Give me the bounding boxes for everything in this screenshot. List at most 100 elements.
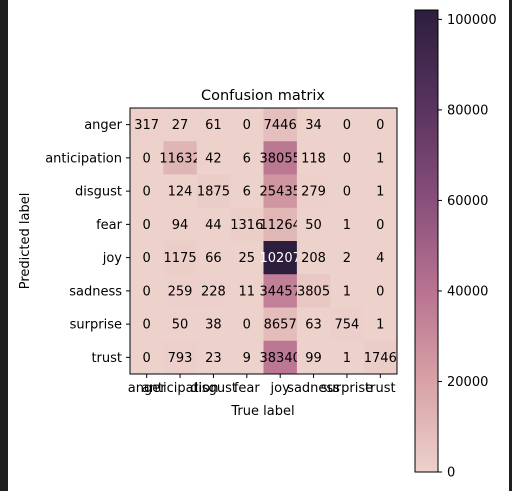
cell-value-label: 3805: [297, 284, 330, 299]
cell-value-label: 1316: [230, 218, 263, 233]
heatmap-cell: [130, 274, 164, 308]
heatmap-cell: [263, 241, 298, 275]
colorbar-tick-label: 80000: [447, 103, 488, 118]
heatmap-cell: [263, 141, 298, 175]
cell-value-label: 38340: [260, 351, 301, 366]
heatmap-cell: [296, 174, 331, 209]
x-tick-label: surprise: [321, 381, 373, 396]
heatmap-cell: [130, 108, 164, 142]
x-tick-label: anger: [128, 381, 166, 396]
cell-value-label: 0: [143, 151, 151, 166]
heatmap-cell: [363, 141, 398, 175]
heatmap-cell: [230, 340, 264, 375]
y-tick-label: fear: [96, 218, 123, 233]
y-tick-label: disgust: [75, 185, 122, 200]
cell-value-label: 99: [305, 351, 322, 366]
cell-value-label: 1: [343, 284, 351, 299]
colorbar-tick-label: 0: [447, 466, 455, 481]
cell-value-label: 1: [376, 185, 384, 200]
heatmap-cell: [296, 307, 331, 342]
cell-value-label: 1: [343, 218, 351, 233]
heatmap-cell: [363, 241, 398, 275]
heatmap-cell: [163, 307, 198, 342]
cell-value-label: 44: [205, 218, 222, 233]
cell-value-label: 208: [301, 251, 326, 266]
colorbar-tick-label: 20000: [447, 375, 488, 390]
cell-value-label: 0: [243, 318, 251, 333]
x-tick-label: trust: [365, 381, 396, 396]
y-tick-label: anger: [84, 118, 122, 133]
heatmap-cell: [163, 141, 198, 175]
x-tick-label: sadness: [287, 381, 340, 396]
heatmap-cell: [196, 207, 231, 242]
heatmap-cell: [363, 307, 398, 342]
y-tick-label: surprise: [70, 318, 122, 333]
y-tick-label: joy: [102, 251, 123, 266]
cell-value-label: 38: [205, 318, 222, 333]
cell-value-label: 50: [172, 318, 189, 333]
cell-value-label: 0: [143, 284, 151, 299]
heatmap-cell: [230, 207, 264, 242]
heatmap-cell: [163, 108, 198, 142]
cell-value-label: 1: [343, 351, 351, 366]
cell-value-label: 0: [243, 118, 251, 133]
cell-value-label: 228: [201, 284, 226, 299]
cell-value-label: 11: [239, 284, 256, 299]
heatmap-cell: [130, 141, 164, 175]
y-tick-label: trust: [91, 351, 122, 366]
colorbar-ticks: 0 20000 40000 60000 80000 100000: [438, 13, 497, 481]
window-frame-left: [0, 0, 8, 491]
cell-value-label: 1175: [164, 251, 197, 266]
heatmap-cells: 317 27 61 0 7446 34 0 00 11632 42 6 38055 118 0 10 124 1…: [130, 108, 398, 375]
heatmap-cell: [296, 108, 331, 142]
heatmap-cell: [230, 307, 264, 342]
heatmap-cell: [330, 340, 365, 375]
cell-value-label: 6: [243, 185, 251, 200]
cell-value-label: 279: [301, 185, 326, 200]
cell-value-label: 66: [205, 251, 222, 266]
heatmap-cell: [330, 174, 365, 209]
heatmap-cell: [230, 274, 264, 308]
x-axis-label: True label: [230, 404, 294, 419]
cell-value-label: 0: [343, 151, 351, 166]
heatmap-cell: [163, 274, 198, 308]
cell-value-label: 6: [243, 151, 251, 166]
heatmap-cell: [130, 207, 164, 242]
heatmap-cell: [363, 340, 398, 375]
cell-value-label: 0: [143, 351, 151, 366]
colorbar-tick-label: 40000: [447, 284, 488, 299]
heatmap-cell: [296, 207, 331, 242]
heatmap-cell: [263, 108, 298, 142]
heatmap-cell: [196, 307, 231, 342]
y-tick-label: sadness: [69, 284, 122, 299]
cell-value-label: 793: [168, 351, 193, 366]
cell-value-label: 0: [376, 118, 384, 133]
cell-value-label: 38055: [260, 151, 301, 166]
cell-value-label: 7446: [264, 118, 297, 133]
cell-value-label: 10207: [260, 251, 301, 266]
heatmap-cell: [230, 141, 264, 175]
cell-value-label: 34457: [260, 284, 301, 299]
heatmap-cell: [263, 174, 298, 209]
heatmap-cell: [130, 241, 164, 275]
x-tick-label: joy: [270, 381, 291, 396]
x-tick-label: fear: [234, 381, 261, 396]
heatmap-cell: [363, 207, 398, 242]
cell-value-label: 754: [335, 318, 360, 333]
heatmap-cell: [330, 307, 365, 342]
heatmap-cell: [163, 241, 198, 275]
cell-value-label: 23: [205, 351, 222, 366]
cell-value-label: 11632: [159, 151, 200, 166]
colorbar: [414, 9, 439, 473]
heatmap-cell: [363, 174, 398, 209]
cell-value-label: 9: [243, 351, 251, 366]
heatmap-cell: [263, 274, 298, 308]
cell-value-label: 25: [239, 251, 256, 266]
heatmap-cell: [196, 141, 231, 175]
heatmap-cell: [330, 141, 365, 175]
cell-value-label: 0: [343, 118, 351, 133]
cell-value-label: 259: [168, 284, 193, 299]
heatmap-cell: [163, 174, 198, 209]
cell-value-label: 61: [205, 118, 222, 133]
